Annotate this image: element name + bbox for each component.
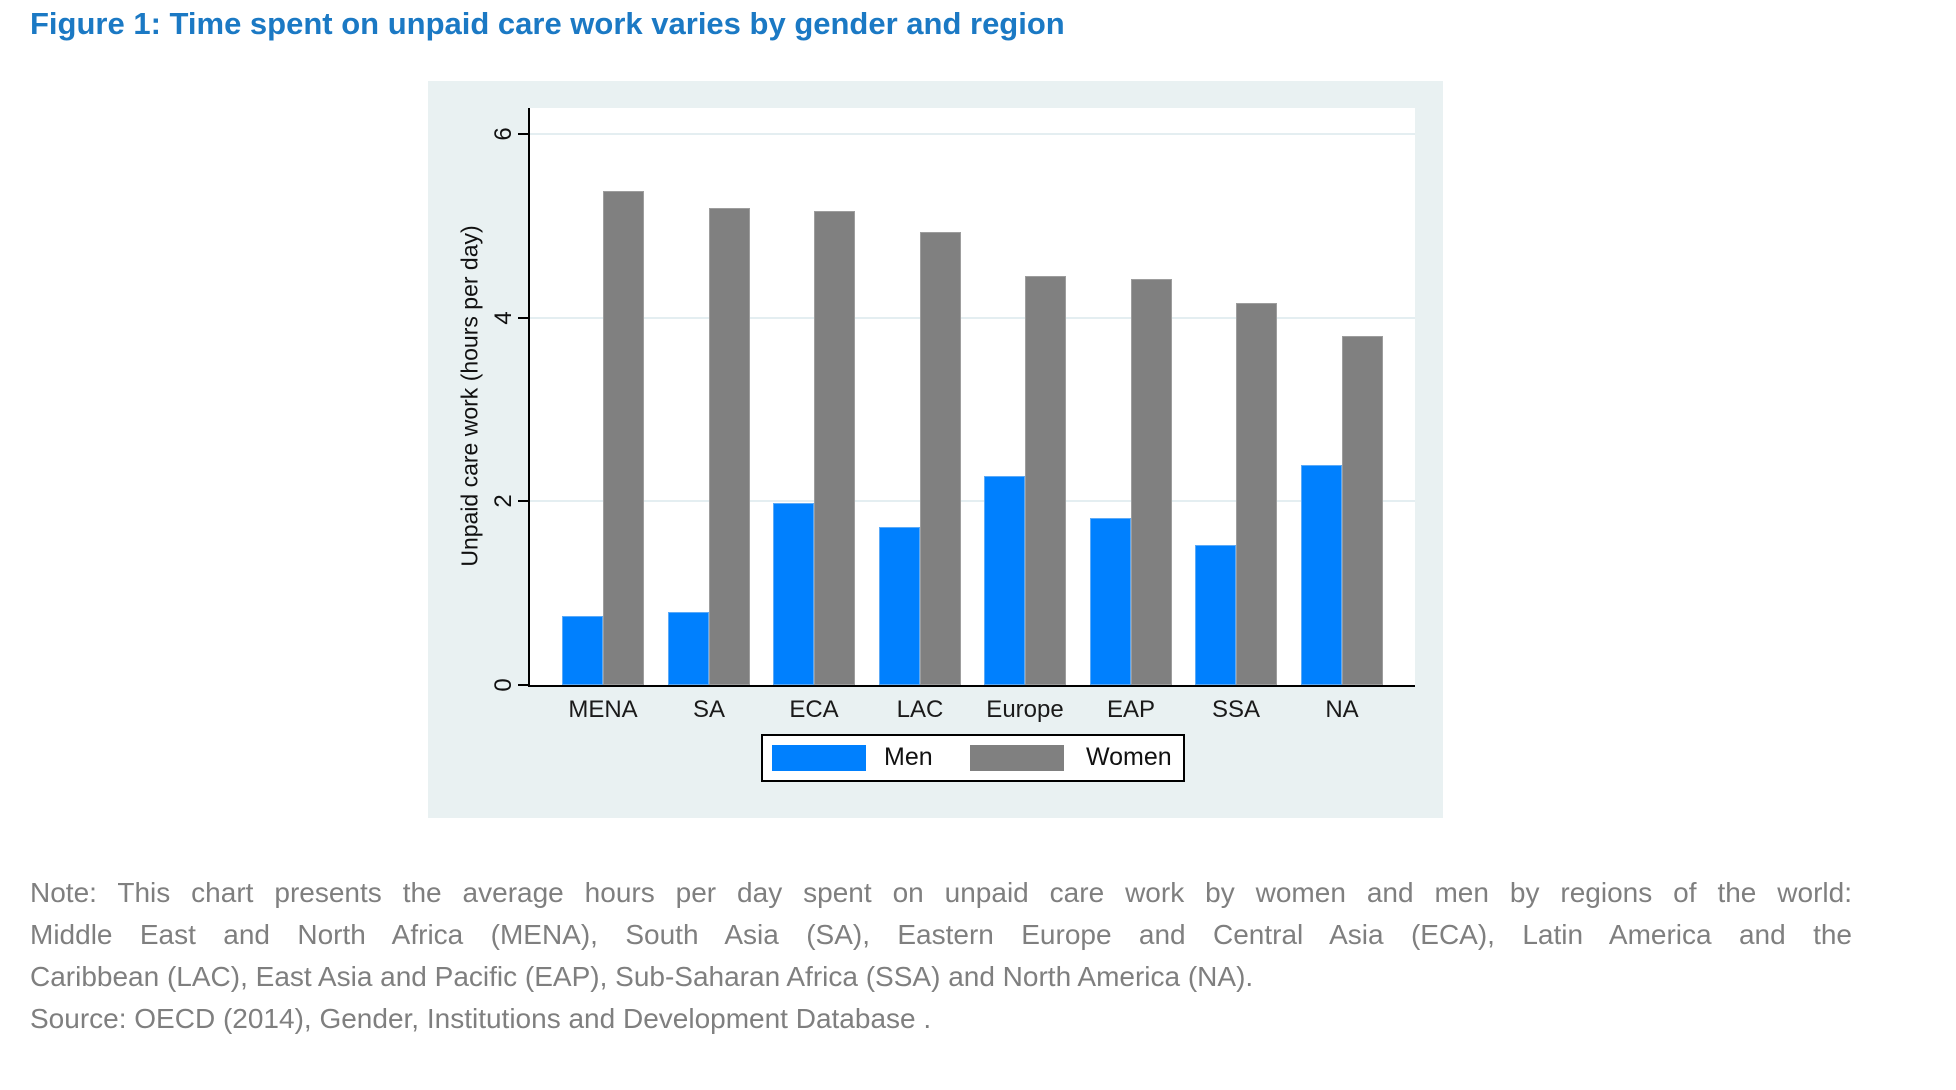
x-label-SSA: SSA: [1211, 696, 1261, 723]
x-axis-line: [528, 685, 1415, 687]
bar-men-SSA: [1195, 545, 1236, 685]
legend-label-women: Women: [1086, 743, 1172, 771]
x-label-NA: NA: [1325, 696, 1359, 723]
bar-women-Europe: [1025, 276, 1066, 685]
bar-men-EAP: [1090, 518, 1131, 685]
gridline-6: [530, 133, 1415, 135]
note-line: Note: This chart presents the average ho…: [30, 877, 1852, 908]
legend-swatch-women: [970, 745, 1064, 771]
y-tick-mark-4: [518, 317, 528, 319]
bar-women-MENA: [603, 191, 644, 685]
source-line: Source: OECD (2014), Gender, Institution…: [30, 1003, 932, 1034]
x-label-ECA: ECA: [789, 696, 839, 723]
plot-area: [530, 108, 1415, 685]
bar-men-MENA: [562, 616, 603, 685]
gridline-4: [530, 317, 1415, 319]
bar-women-NA: [1342, 336, 1383, 685]
legend-swatch-men: [772, 745, 866, 771]
y-tick-label-text: 6: [490, 127, 517, 141]
note-line: Caribbean (LAC), East Asia and Pacific (…: [30, 961, 1254, 992]
note-line: Middle East and North Africa (MENA), Sou…: [30, 919, 1852, 950]
bar-women-SA: [709, 208, 750, 685]
y-axis-line: [528, 108, 530, 687]
gridline-2: [530, 500, 1415, 502]
x-label-EAP: EAP: [1106, 696, 1156, 723]
bar-men-SA: [668, 612, 709, 685]
figure-title: Figure 1: Time spent on unpaid care work…: [30, 6, 1065, 41]
y-tick-mark-2: [518, 500, 528, 502]
x-label-SA: SA: [692, 696, 726, 723]
legend: Men Women: [761, 734, 1185, 782]
bar-women-SSA: [1236, 303, 1277, 685]
y-axis-title-text: Unpaid care work (hours per day): [456, 225, 483, 567]
legend-label-men: Men: [884, 743, 933, 771]
x-label-Europe: Europe: [986, 696, 1064, 723]
bar-men-NA: [1301, 465, 1342, 685]
bar-women-LAC: [920, 232, 961, 685]
bar-women-EAP: [1131, 279, 1172, 685]
bar-men-Europe: [984, 476, 1025, 685]
bar-men-ECA: [773, 503, 814, 685]
y-tick-mark-0: [518, 684, 528, 686]
y-tick-label-text: 4: [490, 311, 517, 325]
y-tick-label-text: 2: [490, 494, 517, 508]
y-tick-label-text: 0: [490, 678, 517, 692]
bar-men-LAC: [879, 527, 920, 685]
x-label-MENA: MENA: [568, 696, 638, 723]
bar-women-ECA: [814, 211, 855, 685]
figure-note: Note: This chart presents the average ho…: [30, 872, 1852, 1040]
x-label-LAC: LAC: [896, 696, 944, 723]
bar-chart: 0 2 4 6 Unpaid care work (hours per day) ME…: [428, 81, 1443, 818]
y-tick-mark-6: [518, 133, 528, 135]
